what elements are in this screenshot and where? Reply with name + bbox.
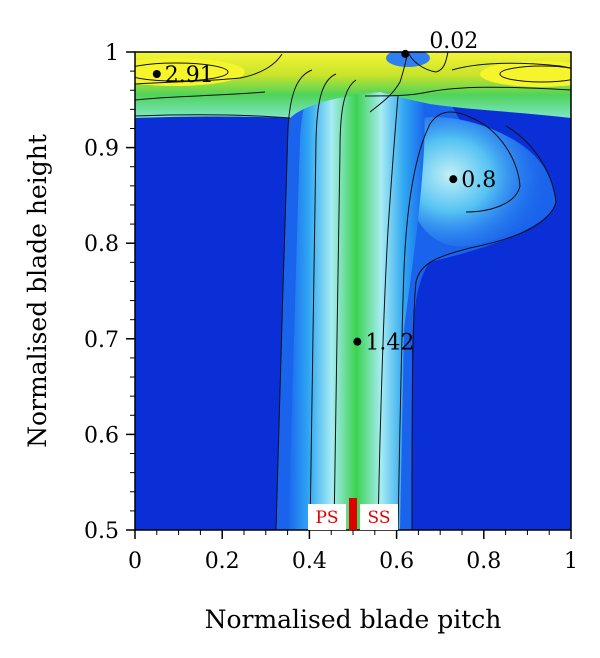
contour-line <box>135 62 229 82</box>
contour-line <box>369 52 409 113</box>
x-tick-label: 0.6 <box>379 549 414 574</box>
annotation-label: 0.02 <box>429 29 478 54</box>
contour-lines <box>135 52 571 530</box>
x-tick-label: 0.4 <box>292 549 327 574</box>
ss-label-box <box>360 504 398 530</box>
annotation-point <box>152 69 161 78</box>
contour-line <box>411 125 557 530</box>
annotation-label: 0.8 <box>461 168 496 193</box>
contour-line <box>499 65 571 83</box>
x-tick-label: 0.2 <box>205 549 240 574</box>
y-tick-label: 0.9 <box>84 137 119 162</box>
blade-marker: PS SS <box>308 498 398 530</box>
contour-line <box>451 62 571 71</box>
contour-line <box>333 79 357 530</box>
x-tick-label: 0 <box>128 549 142 574</box>
contour-line <box>135 91 266 101</box>
contour-line <box>397 111 521 530</box>
y-tick-label: 0.5 <box>84 519 119 544</box>
contour-line <box>377 95 399 530</box>
contour-field <box>135 52 571 530</box>
ss-label: SS <box>368 508 391 528</box>
y-tick-label: 1 <box>105 41 119 66</box>
ps-label-box <box>308 504 346 530</box>
x-tick-label: 0.8 <box>466 549 501 574</box>
contour-line <box>135 114 291 119</box>
annotation-label: 2.91 <box>165 63 214 88</box>
contour-line <box>135 53 283 85</box>
top-right-hotspot <box>480 61 571 87</box>
contour-line <box>275 69 313 530</box>
top-band-region <box>135 52 571 118</box>
y-axis-title: Normalised blade height <box>23 134 52 448</box>
x-axis-title: Normalised blade pitch <box>205 605 502 634</box>
y-tick-label: 0.6 <box>84 423 119 448</box>
blade-trailing-edge-marker <box>349 498 357 530</box>
annotation-point <box>353 337 362 346</box>
top-left-hotspot <box>135 58 245 86</box>
contour-line <box>309 73 337 530</box>
annotation-label: 1.42 <box>365 331 414 356</box>
ps-label: PS <box>315 508 338 528</box>
annotation-point <box>401 49 410 58</box>
annotations: 2.91 0.02 0.8 1.42 <box>152 29 496 356</box>
x-tick-label: 1 <box>564 549 578 574</box>
top-mid-blue-region <box>386 52 430 67</box>
y-tick-label: 0.8 <box>84 232 119 257</box>
side-lobe-region <box>406 117 553 247</box>
contour-line <box>407 52 449 73</box>
annotation-point <box>449 175 458 184</box>
contour-line <box>364 86 571 97</box>
y-tick-label: 0.7 <box>84 328 119 353</box>
